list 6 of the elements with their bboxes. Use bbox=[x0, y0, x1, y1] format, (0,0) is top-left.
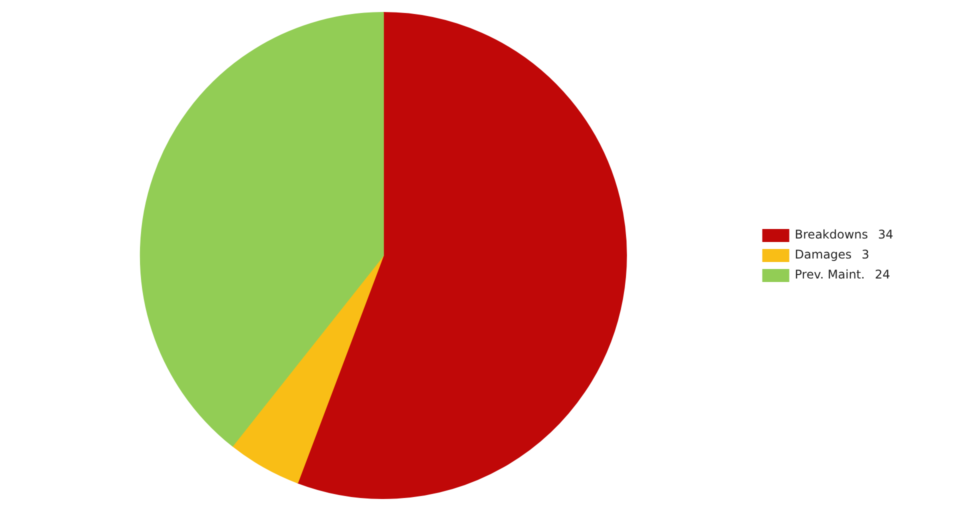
data-label: 34 bbox=[878, 228, 894, 242]
data-label: 3 bbox=[862, 248, 870, 262]
legend-label: Damages bbox=[794, 248, 852, 262]
legend-label: Prev. Maint. bbox=[794, 268, 865, 282]
legend-label: Breakdowns bbox=[794, 228, 868, 242]
data-label: 24 bbox=[874, 268, 890, 282]
